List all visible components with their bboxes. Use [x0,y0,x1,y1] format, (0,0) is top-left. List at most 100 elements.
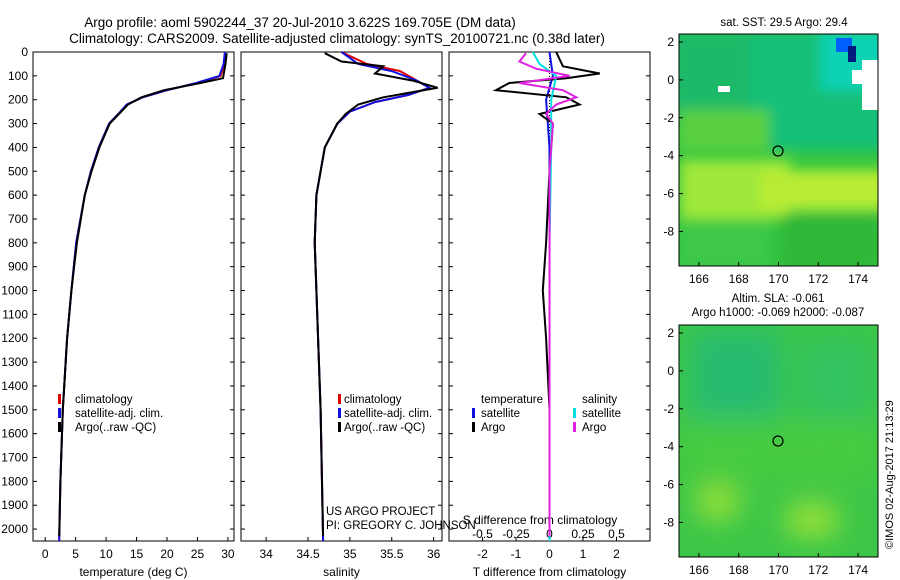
legend-label-temp-satellite: satellite [481,408,520,420]
legend-swatch-temp-satellite [472,408,475,418]
temperature-legend: climatology satellite-adj. clim. Argo(..… [58,394,163,434]
depth-tick-label: 1800 [1,474,28,488]
x-tick-label: 36 [427,547,441,561]
legend-title-temperature: temperature [481,394,543,406]
salinity-panel: 34 34.5 35 35.5 36 salinity [240,51,443,579]
depth-tick-label: 0 [21,45,28,59]
sst-argo-location-marker [772,145,784,157]
depth-tick-label: 1200 [1,331,28,345]
legend-swatch-argo [58,422,61,432]
x-tick-label: 35.5 [380,547,404,561]
salinity-legend: climatology satellite-adj. clim. Argo(..… [338,394,432,434]
x-tick-label: 30 [221,547,235,561]
map-x-tick-label: 170 [768,272,788,286]
depth-axis: 0 100 200 300 400 500 600 700 800 900 1000 1100 1200… [1,45,28,536]
series-line-salinity-argo [517,52,579,537]
map-x-tick-label: 166 [689,272,709,286]
map-y-tick-label: 2 [667,35,674,49]
sst-field [679,34,878,266]
depth-tick-label: 900 [8,260,28,274]
timestamp-stamp: ©IMOS 02-Aug-2017 21:13:29 [884,400,896,549]
sla-map-axes: 166 168 170 172 174 2 0 -2 -4 -6 -8 [663,326,868,577]
legend-title-salinity: salinity [582,394,617,406]
title-line-1: Argo profile: aoml 5902244_37 20-Jul-201… [84,15,516,30]
map-y-tick-label: -6 [663,478,674,492]
secondary-x-tick-label: -0.5 [472,527,493,541]
sla-map-subtitle: Argo h1000: -0.069 h2000: -0.087 [692,307,865,319]
map-y-tick-label: 0 [667,364,674,378]
map-x-tick-label: 166 [689,563,709,577]
map-y-tick-label: -6 [663,187,674,201]
depth-tick-label: 1900 [1,498,28,512]
map-x-tick-label: 174 [848,563,868,577]
sla-map-title: Altim. SLA: -0.061 [732,293,825,305]
sst-map: sat. SST: 29.5 Argo: 29.4 166 168 170 172 17… [663,17,879,286]
secondary-x-tick-label: -0.25 [502,527,530,541]
plot-frame [32,51,235,542]
map-y-tick-label: -4 [663,149,674,163]
x-tick-label: 5 [72,547,79,561]
depth-tick-label: 200 [8,93,28,107]
legend-label-satellite: satellite-adj. clim. [344,408,432,420]
series-line-temperature-argo [492,51,600,537]
depth-tick-label: 300 [8,117,28,131]
title-line-2: Climatology: CARS2009. Satellite-adjuste… [69,31,605,46]
depth-tick-label: 2000 [1,522,28,536]
x-tick-label: 1 [580,547,587,561]
legend-swatch-sal-satellite [573,408,576,418]
x-tick-label: 35 [343,547,357,561]
difference-legend: temperature salinity satellite Argo sate… [472,394,621,434]
depth-tick-label: 1500 [1,403,28,417]
legend-label-climatology: climatology [75,394,133,406]
x-tick-label: 20 [160,547,174,561]
sst-map-axes: 166 168 170 172 174 2 0 -2 -4 -6 -8 [663,35,868,286]
x-tick-label: 25 [191,547,205,561]
map-x-tick-label: 172 [808,272,828,286]
depth-tick-label: 100 [8,69,28,83]
secondary-x-tick-label: 0.25 [571,527,595,541]
legend-swatch-argo [338,422,341,432]
map-x-tick-label: 168 [729,272,749,286]
pi-credit: PI: GREGORY C. JOHNSON [326,520,476,532]
depth-tick-label: 1000 [1,284,28,298]
map-x-tick-label: 168 [729,563,749,577]
x-axis-label: T difference from climatology [473,565,627,579]
map-y-tick-label: -2 [663,111,674,125]
legend-swatch-satellite [58,408,61,418]
legend-swatch-satellite [338,408,341,418]
x-axis-label: temperature (deg C) [79,565,187,579]
x-tick-label: -2 [477,547,488,561]
legend-swatch-climatology [58,394,61,404]
legend-label-satellite: satellite-adj. clim. [75,408,163,420]
map-y-tick-label: 0 [667,73,674,87]
sla-argo-location-marker [772,435,784,447]
sst-map-title: sat. SST: 29.5 Argo: 29.4 [720,17,848,29]
sla-field [679,325,878,557]
map-x-tick-label: 172 [808,563,828,577]
depth-tick-label: 400 [8,140,28,154]
sla-map: Altim. SLA: -0.061 Argo h1000: -0.069 h2… [663,293,879,577]
depth-tick-label: 1700 [1,451,28,465]
project-credit: US ARGO PROJECT [326,506,435,518]
plot-frame [240,51,443,542]
legend-swatch-sal-argo [573,422,576,432]
map-y-tick-label: -2 [663,402,674,416]
series-line-argo-raw-qc- [58,53,228,537]
legend-label-temp-argo: Argo [481,422,505,434]
map-y-tick-label: 2 [667,326,674,340]
depth-tick-label: 500 [8,164,28,178]
depth-tick-label: 600 [8,188,28,202]
x-tick-label: 34 [259,547,273,561]
depth-tick-label: 700 [8,212,28,226]
map-x-tick-label: 170 [768,563,788,577]
legend-label-argo: Argo(..raw -QC) [344,422,425,434]
secondary-x-tick-label: 0.5 [608,527,625,541]
map-x-tick-label: 174 [848,272,868,286]
map-y-tick-label: -8 [663,515,674,529]
depth-tick-label: 1600 [1,427,28,441]
legend-swatch-temp-argo [472,422,475,432]
x-tick-label: 10 [99,547,113,561]
x-tick-label: 0 [42,547,49,561]
depth-tick-label: 1400 [1,379,28,393]
